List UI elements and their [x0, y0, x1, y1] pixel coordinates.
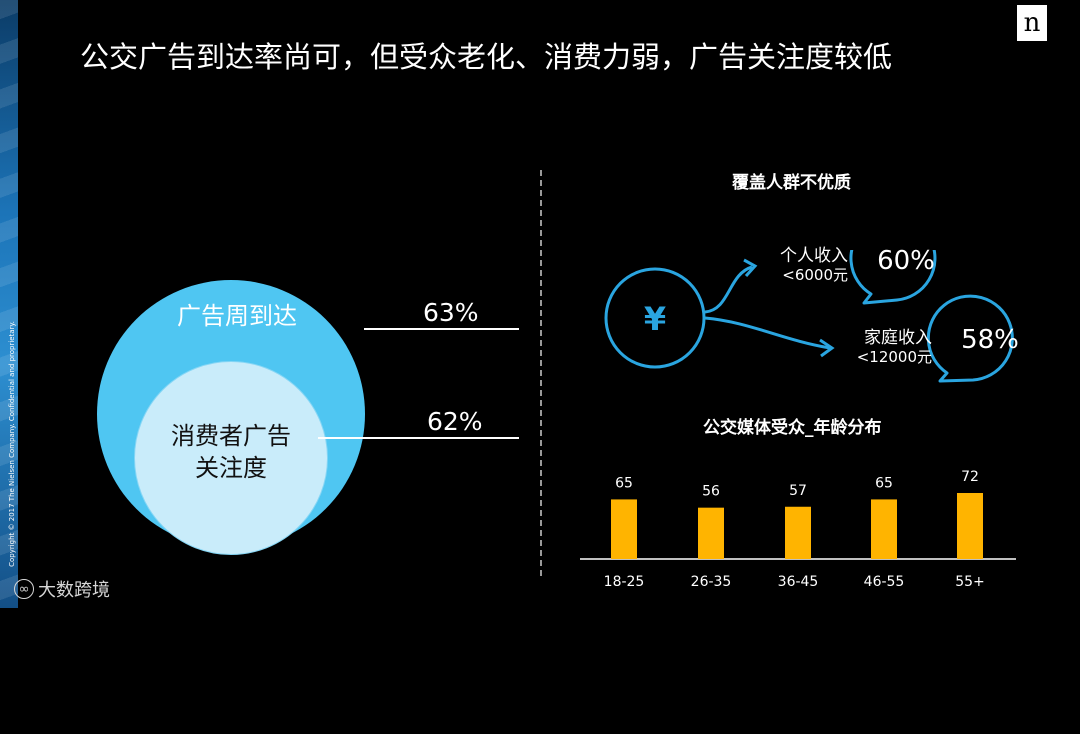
household-income-threshold: <12000元: [856, 348, 932, 367]
category-label-46-55: 46-55: [864, 574, 905, 590]
category-label-55+: 55+: [955, 574, 985, 590]
personal-income-label: 个人收入 <6000元: [752, 246, 848, 284]
attention-leader-line: [318, 437, 519, 439]
speech-bubble-lower: [926, 294, 1014, 383]
attention-label-line2: 关注度: [195, 454, 267, 483]
speech-bubble-upper: [849, 250, 937, 305]
personal-income-threshold: <6000元: [782, 266, 848, 285]
value-label-26-35: 56: [702, 484, 720, 500]
age-distribution-chart: 65 18-25 56 26-35 57 36-45 65 46-55 72 55+: [580, 469, 1016, 590]
income-diagram: ¥: [604, 250, 1014, 383]
attention-label: 消费者广告 关注度: [164, 420, 298, 485]
value-label-36-45: 57: [789, 483, 807, 499]
attention-percent: 62%: [427, 407, 483, 436]
audience-title: 覆盖人群不优质: [732, 173, 851, 193]
personal-income-title: 个人收入: [780, 246, 848, 266]
value-label-55+: 72: [961, 469, 979, 485]
yen-circle: [604, 267, 706, 369]
section-divider: [540, 170, 542, 576]
copyright-note: Copyright © 2017 The Nielsen Company. Co…: [8, 321, 16, 567]
watermark-icon: ∞: [14, 579, 34, 599]
reach-percent: 63%: [423, 298, 479, 327]
watermark: ∞ 大数跨境: [14, 576, 110, 602]
slide-title: 公交广告到达率尚可，但受众老化、消费力弱，广告关注度较低: [80, 40, 893, 74]
left-strip-texture: [0, 0, 18, 608]
bar-26-35: [698, 507, 724, 559]
arrow-lower: [704, 316, 831, 350]
arrow-upper: [704, 265, 753, 314]
arrow-upper-head: [743, 258, 758, 278]
value-label-46-55: 65: [875, 475, 893, 491]
attention-label-line1: 消费者广告: [171, 422, 291, 450]
reach-label: 广告周到达: [177, 302, 297, 330]
bar-46-55: [871, 499, 897, 559]
attention-circle: [134, 361, 328, 555]
category-label-26-35: 26-35: [691, 574, 732, 590]
reach-leader-line: [364, 328, 519, 330]
yen-icon: ¥: [644, 300, 666, 338]
household-income-title: 家庭收入: [864, 328, 932, 348]
household-income-label: 家庭收入 <12000元: [826, 328, 932, 366]
chart-title: 公交媒体受众_年龄分布: [703, 418, 882, 438]
category-label-18-25: 18-25: [604, 574, 645, 590]
bar-36-45: [785, 506, 811, 559]
nielsen-logo: n: [1017, 5, 1047, 41]
left-decorative-strip: [0, 0, 18, 608]
personal-income-percent: 60%: [877, 246, 935, 276]
arrow-lower-head: [819, 338, 835, 358]
value-label-18-25: 65: [615, 475, 633, 491]
bar-18-25: [611, 499, 637, 559]
watermark-text: 大数跨境: [38, 580, 110, 601]
bar-55+: [957, 493, 983, 559]
category-label-36-45: 36-45: [778, 574, 819, 590]
household-income-percent: 58%: [961, 325, 1019, 355]
